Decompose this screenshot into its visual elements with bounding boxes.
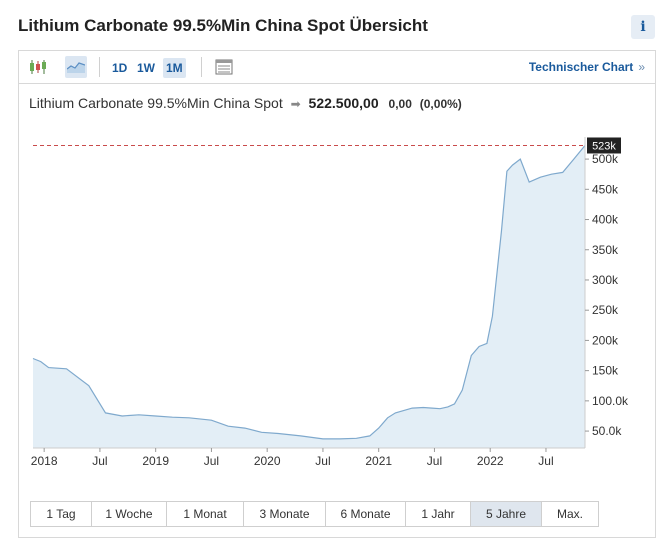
x-tick-label: 2020 [254, 454, 281, 468]
chevron-right-icon: » [638, 60, 645, 74]
y-tick-label: 500k [592, 152, 619, 166]
area-chart-icon[interactable] [65, 56, 87, 78]
range-button-1-woche[interactable]: 1 Woche [92, 502, 167, 526]
x-tick-label: 2019 [142, 454, 169, 468]
y-tick-label: 50.0k [592, 424, 622, 438]
technical-chart-link[interactable]: Technischer Chart » [529, 60, 645, 74]
instrument-name: Lithium Carbonate 99.5%Min China Spot [29, 95, 283, 111]
period-1w[interactable]: 1W [137, 61, 155, 75]
x-tick-label: Jul [427, 454, 442, 468]
price-chart[interactable]: Investing.com2018Jul2019Jul2020Jul2021Ju… [19, 51, 655, 491]
y-tick-label: 300k [592, 273, 619, 287]
range-button-6-monate[interactable]: 6 Monate [326, 502, 406, 526]
arrow-right-icon: ➡ [290, 97, 301, 111]
y-tick-label: 350k [592, 243, 619, 257]
series-line [32, 145, 586, 440]
range-selector: 1 Tag 1 Woche 1 Monat 3 Monate 6 Monate 1 Jah… [30, 501, 599, 527]
y-tick-label: 100.0k [592, 394, 629, 408]
range-button-1-tag[interactable]: 1 Tag [31, 502, 92, 526]
current-value-label: 523k [592, 140, 616, 152]
info-button[interactable]: i [631, 15, 655, 39]
range-button-1-jahr[interactable]: 1 Jahr [406, 502, 471, 526]
x-tick-label: Jul [204, 454, 219, 468]
candlestick-icon[interactable] [27, 56, 49, 78]
series-area [33, 145, 585, 448]
y-tick-label: 250k [592, 303, 619, 317]
x-tick-label: Jul [315, 454, 330, 468]
chart-widget: 1D 1W 1M Technischer Chart » Lithium Carb… [18, 50, 656, 538]
y-tick-label: 400k [592, 213, 619, 227]
toolbar-separator [99, 57, 100, 77]
y-tick-label: 450k [592, 182, 619, 196]
range-button-1-monat[interactable]: 1 Monat [167, 502, 244, 526]
technical-chart-label: Technischer Chart [528, 60, 634, 74]
price-change: 0,00 [388, 97, 412, 111]
last-price: 522.500,00 [308, 95, 379, 111]
range-button-3-monate[interactable]: 3 Monate [244, 502, 326, 526]
x-tick-label: Jul [92, 454, 107, 468]
range-button-max[interactable]: Max. [542, 502, 598, 526]
table-view-icon[interactable] [213, 56, 235, 78]
range-button-5-jahre[interactable]: 5 Jahre [471, 502, 542, 526]
quote-line: Lithium Carbonate 99.5%Min China Spot ➡ … [29, 95, 462, 111]
chart-toolbar: 1D 1W 1M Technischer Chart » [19, 51, 655, 84]
price-change-percent: (0,00%) [419, 97, 462, 111]
period-1m[interactable]: 1M [163, 58, 186, 78]
x-tick-label: 2021 [365, 454, 392, 468]
page-title: Lithium Carbonate 99.5%Min China Spot Üb… [18, 16, 428, 35]
current-value-badge [587, 137, 621, 154]
period-1d[interactable]: 1D [112, 61, 128, 75]
y-tick-label: 150k [592, 364, 619, 378]
x-tick-label: 2018 [31, 454, 58, 468]
x-tick-label: 2022 [477, 454, 504, 468]
x-tick-label: Jul [538, 454, 553, 468]
toolbar-separator [201, 57, 202, 77]
y-tick-label: 200k [592, 333, 619, 347]
